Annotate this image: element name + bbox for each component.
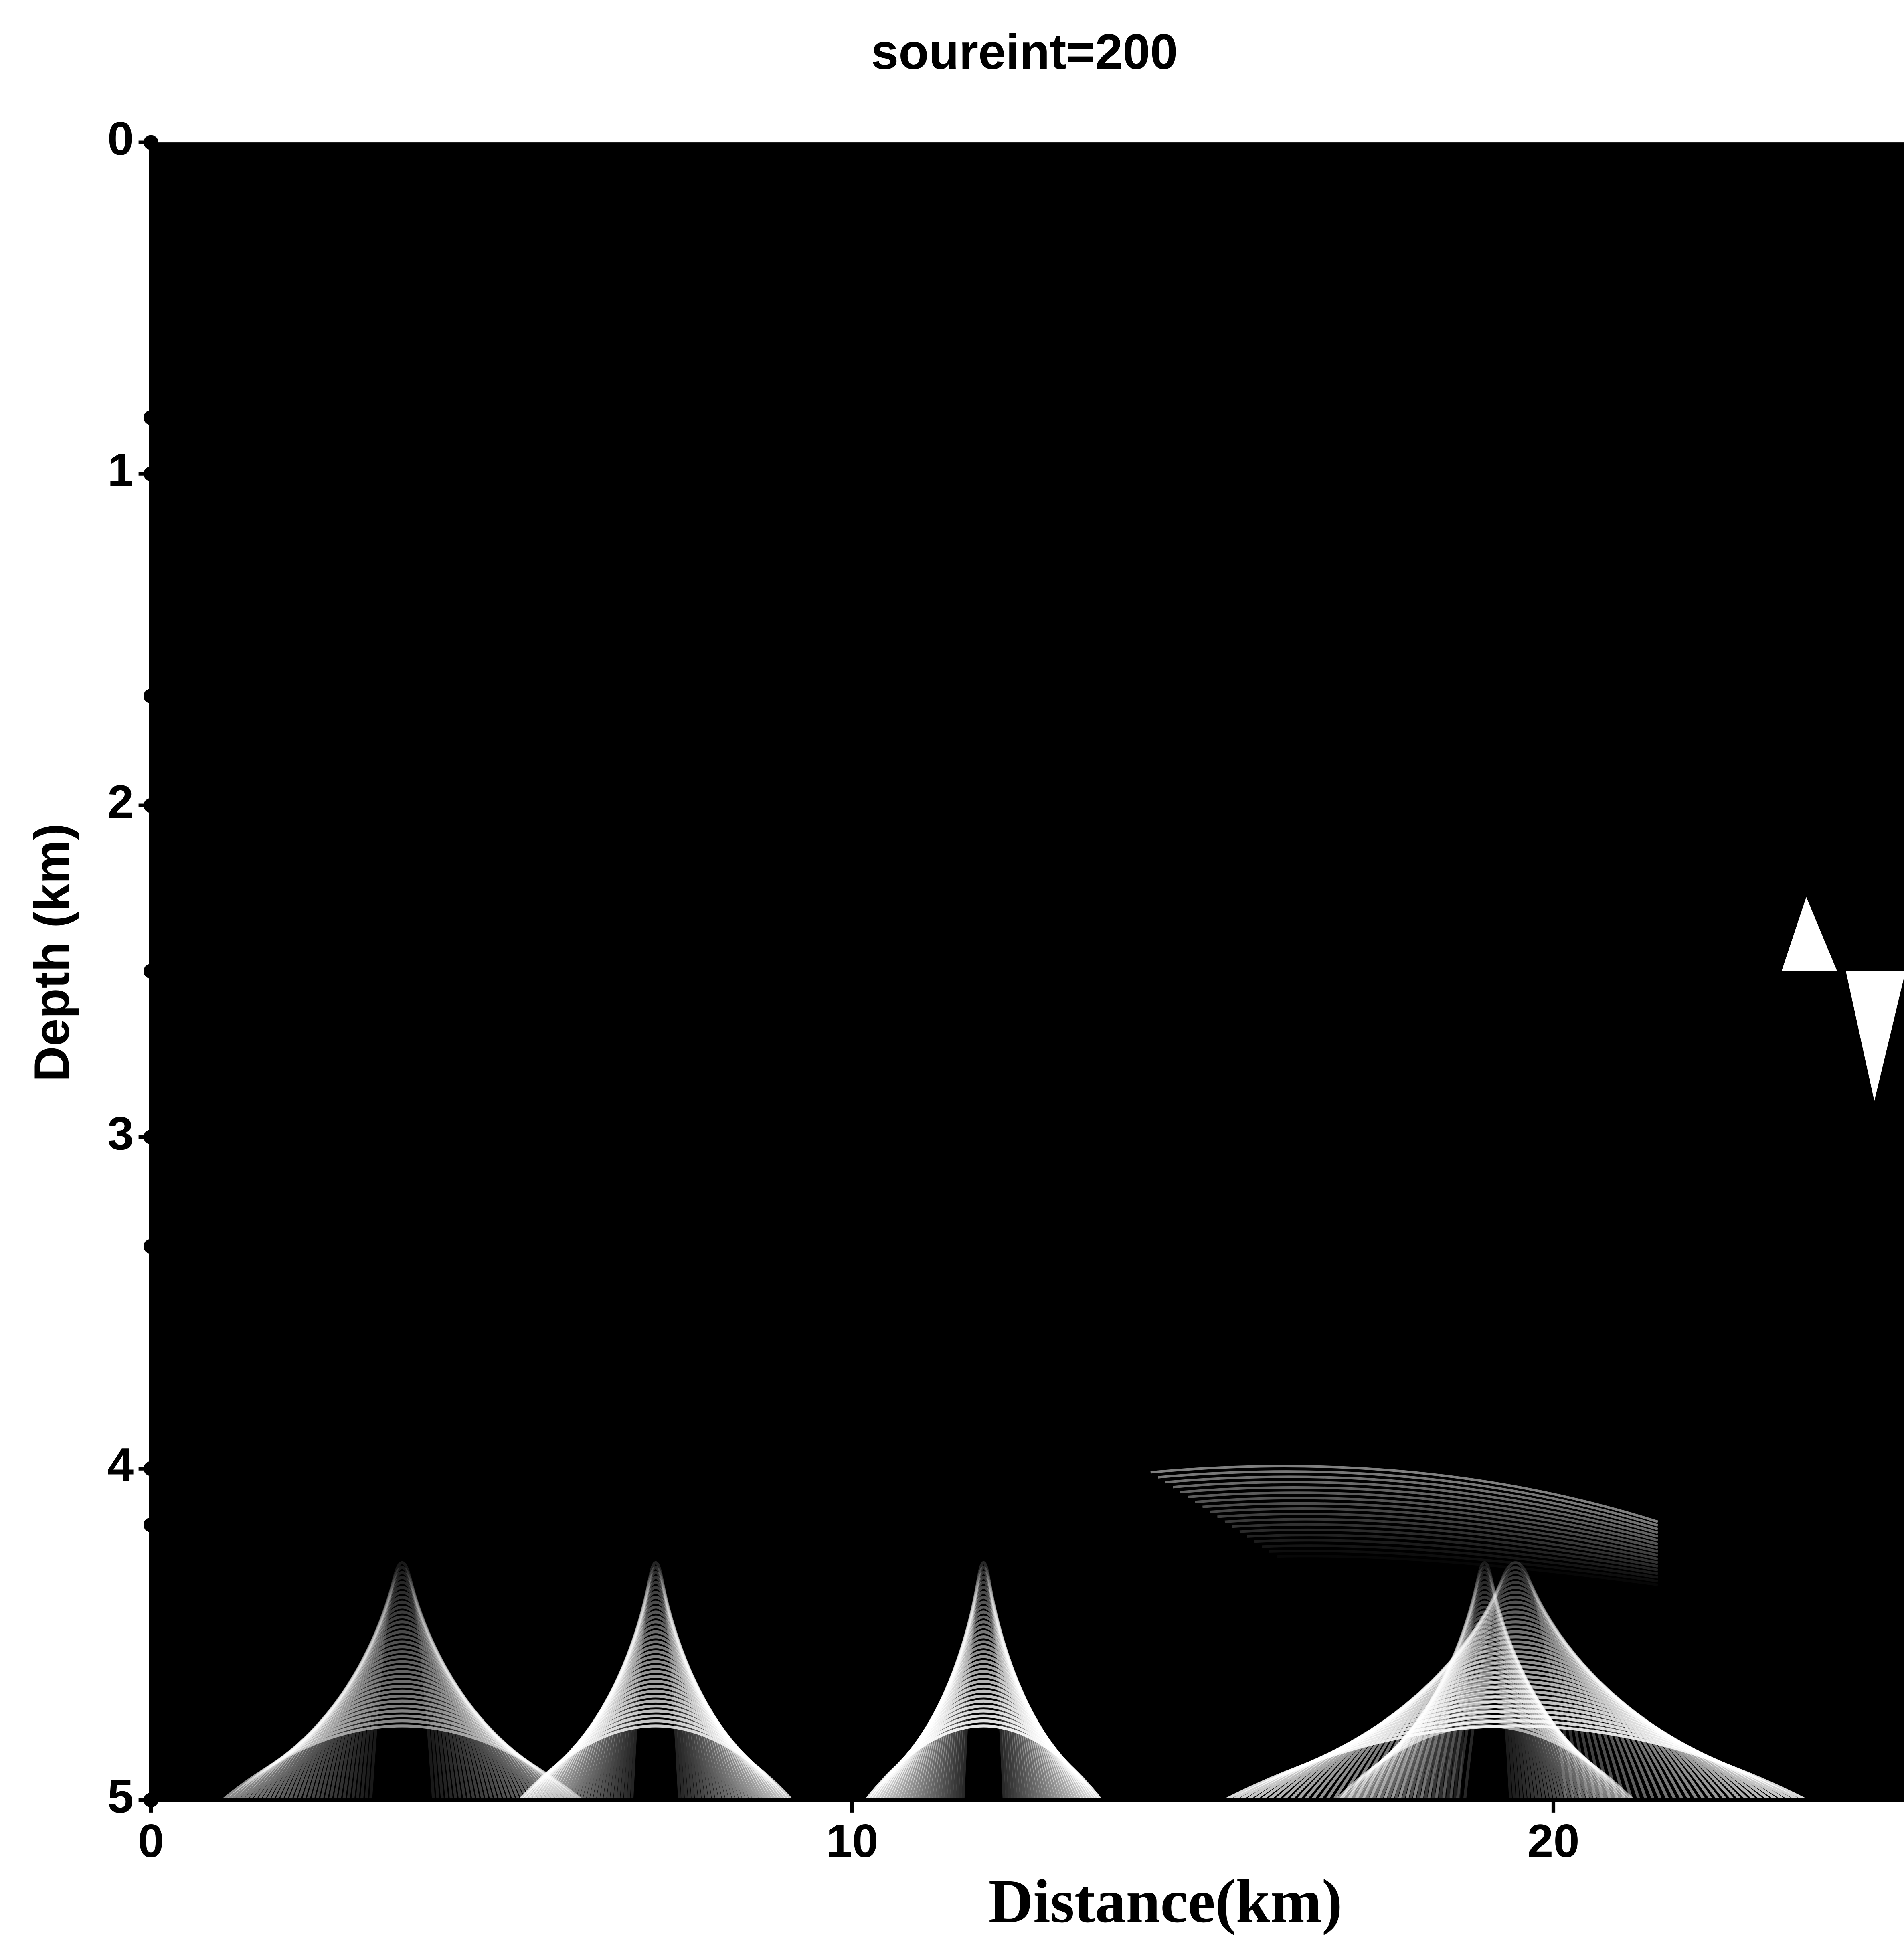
y-minor-tick — [144, 1239, 158, 1254]
y-tick-dot — [144, 467, 158, 481]
y-tick-dot — [144, 135, 158, 150]
y-minor-tick — [144, 410, 158, 425]
chart: soureint=200 Depth (km) Distance(km) 0 1 2… — [0, 0, 1904, 1940]
x-tick-label: 20 — [1527, 1815, 1579, 1867]
y-tick-dot — [144, 1130, 158, 1145]
y-tick-label: 3 — [107, 1107, 134, 1159]
x-tick-label: 10 — [826, 1815, 878, 1867]
y-tick-label: 4 — [107, 1438, 134, 1491]
y-tick-dot — [144, 1461, 158, 1476]
page: {"chart_data": {"type": "image", "title"… — [0, 0, 1904, 1940]
x-axis-label: Distance(km) — [988, 1867, 1342, 1936]
y-tick-label: 1 — [107, 444, 134, 496]
x-tick-label: 0 — [138, 1815, 164, 1867]
y-tick-dot — [144, 798, 158, 813]
chart-title: soureint=200 — [871, 24, 1178, 80]
y-tick-label: 5 — [107, 1770, 134, 1823]
y-minor-tick — [144, 1517, 158, 1532]
y-tick-label: 2 — [107, 775, 134, 828]
y-axis-label: Depth (km) — [24, 823, 79, 1082]
y-minor-tick — [144, 689, 158, 704]
y-minor-tick — [144, 964, 158, 979]
y-tick-label: 0 — [107, 112, 134, 165]
